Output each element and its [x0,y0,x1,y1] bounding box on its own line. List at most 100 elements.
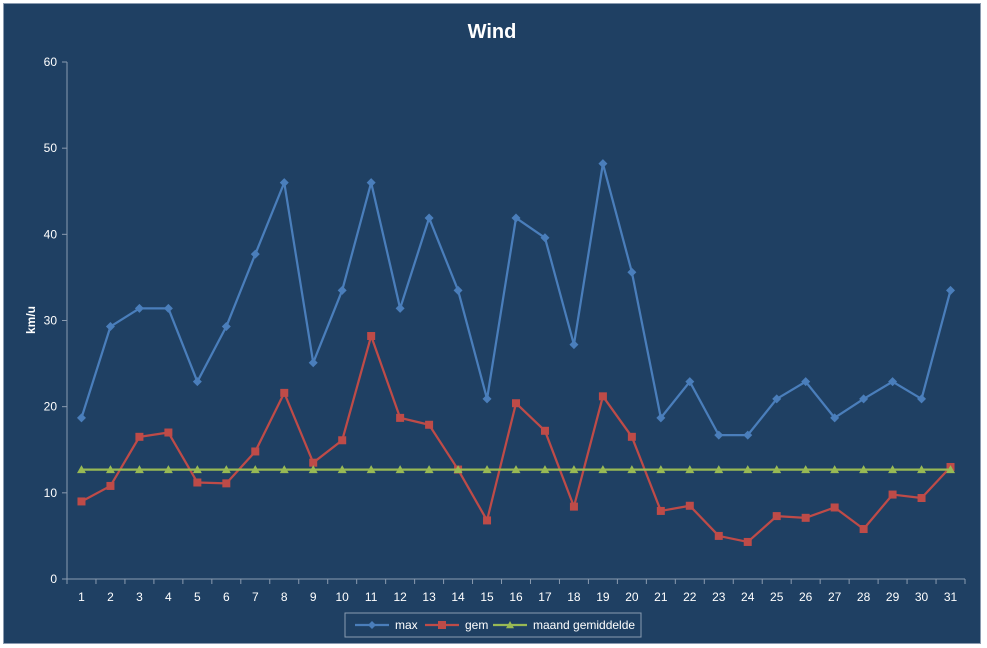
data-point-maand-gemiddelde [337,465,347,474]
data-point-max [540,233,550,243]
x-tick-label: 11 [365,590,378,604]
data-point-gem [540,426,549,435]
data-point-maand-gemiddelde [830,465,840,474]
data-point-gem [164,428,173,437]
series-max [76,159,956,440]
x-tick-label: 12 [393,590,407,604]
data-point-gem [396,413,405,422]
series-line-gem [80,334,952,544]
series-layer [76,159,956,546]
data-point-gem [251,447,260,456]
data-point-gem [135,432,144,441]
chart-title: Wind [468,21,517,43]
y-tick-label: 0 [50,572,57,586]
data-point-maand-gemiddelde [105,465,115,474]
x-tick-label: 16 [509,590,523,604]
data-point-maand-gemiddelde [192,465,202,474]
data-point-maand-gemiddelde [859,465,869,474]
x-tick-label: 6 [223,590,230,604]
x-tick-label: 10 [336,590,350,604]
data-point-gem [569,502,578,511]
x-tick-label: 22 [683,590,697,604]
data-point-max [917,394,927,404]
x-tick-label: 23 [712,590,726,604]
y-axis-label: km/u [24,306,38,334]
x-tick-label: 8 [281,590,288,604]
data-point-maand-gemiddelde [540,465,550,474]
data-point-maand-gemiddelde [482,465,492,474]
data-point-gem [598,392,607,401]
data-point-max [888,377,898,387]
series-maand-gemiddelde [76,465,956,474]
x-tick-label: 15 [480,590,494,604]
y-tick-label: 20 [44,400,58,414]
data-point-maand-gemiddelde [743,465,753,474]
legend-marker-gem [438,621,446,629]
data-point-maand-gemiddelde [888,465,898,474]
data-point-gem [280,388,289,397]
data-point-maand-gemiddelde [685,465,695,474]
data-point-max [453,285,463,295]
data-point-max [830,413,840,423]
data-point-gem [714,531,723,540]
data-point-max [192,377,202,387]
chart-area [3,3,981,644]
y-tick-label: 60 [44,55,58,69]
data-point-maand-gemiddelde [279,465,289,474]
data-point-gem [106,481,115,490]
data-point-maand-gemiddelde [424,465,434,474]
x-tick-label: 5 [194,590,201,604]
data-point-max [424,213,434,223]
legend-marker-max [368,621,376,629]
data-point-max [279,178,289,188]
data-point-max [134,303,144,313]
x-tick-label: 18 [567,590,581,604]
data-point-max [627,267,637,277]
x-tick-label: 21 [654,590,668,604]
data-point-max [250,249,260,259]
data-point-gem [483,516,492,525]
data-point-maand-gemiddelde [308,465,318,474]
data-point-maand-gemiddelde [946,465,956,474]
data-point-max [366,178,376,188]
data-point-gem [367,332,376,341]
data-point-maand-gemiddelde [395,465,405,474]
x-tick-label: 2 [107,590,114,604]
data-point-max [482,394,492,404]
data-point-gem [425,420,434,429]
data-point-max [801,377,811,387]
data-point-maand-gemiddelde [801,465,811,474]
data-point-max [946,285,956,295]
data-point-gem [338,436,347,445]
data-point-gem [743,537,752,546]
legend-label-maand-gemiddelde: maand gemiddelde [533,618,635,632]
x-tick-label: 25 [770,590,784,604]
y-tick-label: 10 [44,486,58,500]
data-point-gem [859,525,868,534]
x-tick-label: 4 [165,590,172,604]
x-tick-label: 28 [857,590,871,604]
data-point-maand-gemiddelde [656,465,666,474]
data-point-max [859,394,869,404]
data-point-maand-gemiddelde [250,465,260,474]
x-tick-label: 9 [310,590,317,604]
data-point-maand-gemiddelde [772,465,782,474]
data-point-gem [193,478,202,487]
data-point-max [308,358,318,368]
x-tick-label: 29 [886,590,900,604]
x-tick-label: 20 [625,590,639,604]
x-tick-label: 17 [538,590,552,604]
x-tick-label: 31 [944,590,958,604]
data-point-gem [917,494,926,503]
x-tick-label: 1 [78,590,85,604]
legend-label-max: max [395,618,418,632]
x-tick-label: 26 [799,590,813,604]
data-point-gem [77,497,86,506]
y-tick-label: 50 [44,141,58,155]
x-tick-label: 30 [915,590,929,604]
x-tick-label: 3 [136,590,143,604]
series-gem [77,332,955,546]
legend-marker-maand-gemiddelde [506,621,514,629]
